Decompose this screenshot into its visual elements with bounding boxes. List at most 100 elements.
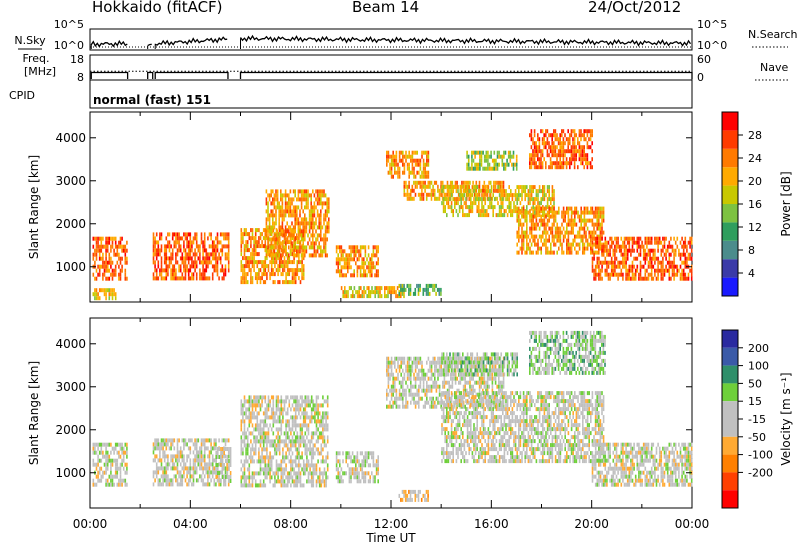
power-cell <box>564 210 566 215</box>
power-cell <box>578 149 581 154</box>
velocity-cell <box>326 475 329 480</box>
power-cell <box>181 272 184 277</box>
velocity-cell <box>187 446 190 451</box>
power-cell <box>305 245 308 250</box>
power-cell <box>111 276 114 281</box>
power-cell <box>119 276 122 281</box>
power-cell <box>562 149 565 154</box>
power-cell <box>548 197 550 202</box>
power-cell <box>519 222 522 227</box>
power-cell <box>594 230 597 235</box>
power-cell <box>441 185 443 190</box>
velocity-cell <box>322 415 324 420</box>
power-cell <box>593 256 595 261</box>
velocity-cell <box>298 471 300 476</box>
power-cell <box>554 137 557 142</box>
power-cell <box>556 222 558 227</box>
power-cell <box>347 261 349 266</box>
power-cell <box>599 226 602 231</box>
power-cell <box>575 234 578 239</box>
power-cell <box>460 189 462 194</box>
power-cell <box>541 153 544 158</box>
velocity-cell <box>315 479 318 484</box>
velocity-cell <box>299 443 302 448</box>
power-cell <box>274 280 276 285</box>
power-cell <box>270 268 273 273</box>
velocity-cell <box>192 470 195 475</box>
power-cell <box>284 225 287 230</box>
power-cell <box>302 233 304 238</box>
power-cell <box>324 241 327 246</box>
power-cell <box>424 162 426 167</box>
power-cell <box>545 133 547 138</box>
velocity-cell <box>183 462 185 467</box>
power-cell <box>171 252 174 257</box>
power-cell <box>259 276 262 281</box>
power-cell <box>543 197 546 202</box>
velocity-cell <box>262 455 265 460</box>
velocity-cell <box>278 451 281 456</box>
power-cell <box>108 252 111 257</box>
power-cell <box>95 276 98 281</box>
power-cell <box>379 290 381 295</box>
velocity-cell <box>171 458 174 463</box>
power-cell <box>294 237 296 242</box>
velocity-cell <box>176 470 179 475</box>
power-cell <box>561 141 563 146</box>
power-cell <box>570 157 573 162</box>
velocity-cell <box>192 478 195 483</box>
power-cell <box>581 157 584 162</box>
power-cell <box>687 252 690 257</box>
power-cell <box>189 236 192 241</box>
power-cell <box>116 248 119 253</box>
velocity-cell <box>315 471 318 476</box>
power-cell <box>111 268 114 273</box>
power-cell <box>265 233 268 238</box>
power-cell <box>441 189 443 194</box>
velocity-cell <box>299 455 302 460</box>
velocity-cell <box>106 450 109 455</box>
velocity-cell <box>302 439 305 444</box>
velocity-cell <box>168 438 171 443</box>
velocity-cell <box>105 450 107 455</box>
velocity-cell <box>184 438 187 443</box>
power-cell <box>591 222 594 227</box>
power-cell <box>276 201 279 206</box>
power-cell <box>646 276 648 281</box>
velocity-cell <box>272 419 275 424</box>
power-cell <box>400 294 402 299</box>
velocity-cell <box>258 411 260 416</box>
velocity-cell <box>266 443 268 448</box>
power-cell <box>205 276 208 281</box>
power-cell <box>570 250 573 255</box>
power-cell <box>187 248 190 253</box>
power-cell <box>121 248 123 253</box>
power-cell <box>577 230 579 235</box>
power-cell <box>519 246 522 251</box>
power-cell <box>300 233 303 238</box>
velocity-cell <box>243 395 246 400</box>
nsky-tick-top: 10^5 <box>54 18 84 31</box>
power-cell <box>510 193 512 198</box>
power-cell <box>634 276 637 281</box>
power-cell <box>288 213 290 218</box>
velocity-cell <box>335 463 338 468</box>
velocity-cell <box>126 470 128 475</box>
velocity-cell <box>325 459 327 464</box>
velocity-cell <box>256 395 259 400</box>
velocity-cell <box>250 455 252 460</box>
power-cell <box>275 260 278 265</box>
power-cell <box>103 288 106 293</box>
velocity-cell <box>162 454 164 459</box>
velocity-cell <box>254 443 257 448</box>
velocity-cell <box>290 475 292 480</box>
velocity-cell <box>248 455 251 460</box>
power-cell <box>111 236 114 241</box>
power-cell <box>266 264 268 269</box>
power-cell <box>564 153 566 158</box>
power-cell <box>264 232 267 237</box>
power-cell <box>606 264 608 269</box>
power-cell <box>421 170 423 175</box>
power-cell <box>530 137 533 142</box>
power-cell <box>282 272 284 277</box>
